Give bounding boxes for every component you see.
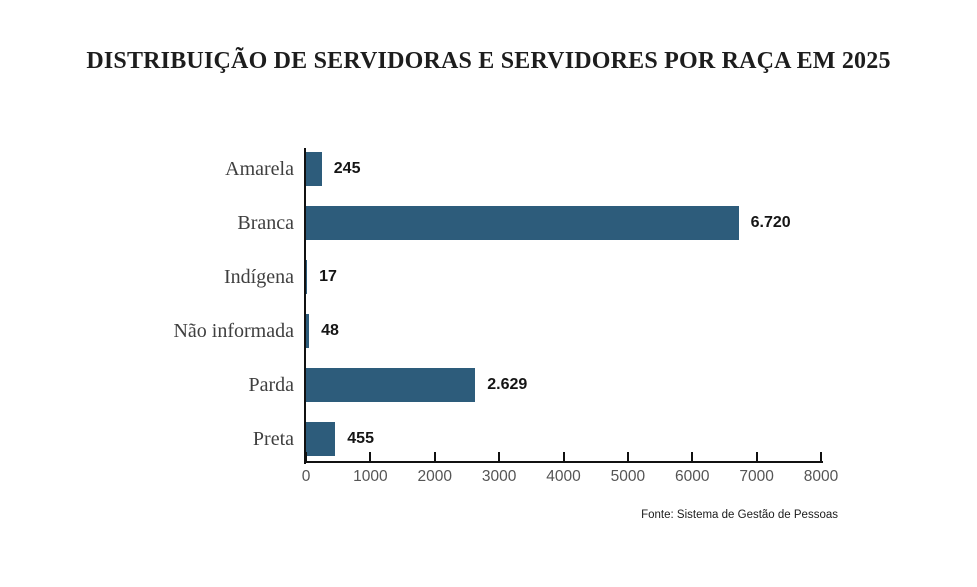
x-axis-tick-mark: [369, 452, 372, 461]
x-axis-tick-label: 4000: [546, 468, 581, 485]
x-axis-tick-mark: [433, 452, 436, 461]
x-axis-tick-mark: [626, 452, 629, 461]
category-label: Branca: [237, 211, 294, 234]
bar-value-label: 17: [319, 268, 337, 285]
bar-value-label: 455: [347, 430, 374, 447]
x-axis-tick-label: 1000: [353, 468, 388, 485]
x-axis-tick-mark: [755, 452, 758, 461]
x-axis-tick-mark: [691, 452, 694, 461]
chart-row: Não informada 48: [0, 314, 977, 348]
bar-value-label: 245: [333, 160, 361, 177]
chart-row: Indígena 17: [0, 260, 977, 294]
x-axis-tick-label: 6000: [675, 468, 710, 485]
category-label: Indígena: [224, 265, 294, 288]
x-axis-tick-mark: [498, 452, 501, 461]
bar: [306, 260, 308, 294]
category-label: Amarela: [225, 157, 294, 180]
bar-value-label: 2.629: [487, 376, 528, 393]
chart-row: Preta 455: [0, 422, 977, 456]
bar-value-label: 48: [321, 322, 339, 339]
category-label: Preta: [252, 427, 294, 450]
bar-value-label: 6.720: [750, 214, 791, 231]
bar: [306, 422, 336, 456]
x-axis-tick-label: 2000: [417, 468, 452, 485]
chart-title: DISTRIBUIÇÃO DE SERVIDORAS E SERVIDORES …: [86, 48, 891, 74]
bar: [306, 368, 476, 402]
bar: [306, 206, 739, 240]
x-axis-tick-label: 0: [301, 468, 311, 485]
x-axis-tick-label: 3000: [481, 468, 517, 485]
x-axis-tick-mark: [820, 452, 822, 461]
y-axis-line: [304, 148, 306, 464]
x-axis-line: [304, 461, 823, 463]
chart-row: Amarela 245: [0, 152, 977, 186]
source-note: Fonte: Sistema de Gestão de Pessoas: [641, 509, 838, 521]
x-axis-tick-mark: [305, 452, 307, 461]
bar: [306, 314, 310, 348]
x-axis-tick-label: 8000: [803, 468, 839, 485]
bar: [306, 152, 322, 186]
category-label: Não informada: [173, 319, 294, 342]
chart-row: Parda 2.629: [0, 368, 977, 402]
chart-row: Branca 6.720: [0, 206, 977, 240]
category-label: Parda: [248, 373, 294, 396]
x-axis-tick-mark: [562, 452, 565, 461]
x-axis-tick-label: 5000: [610, 468, 646, 485]
x-axis-tick-label: 7000: [739, 468, 774, 485]
